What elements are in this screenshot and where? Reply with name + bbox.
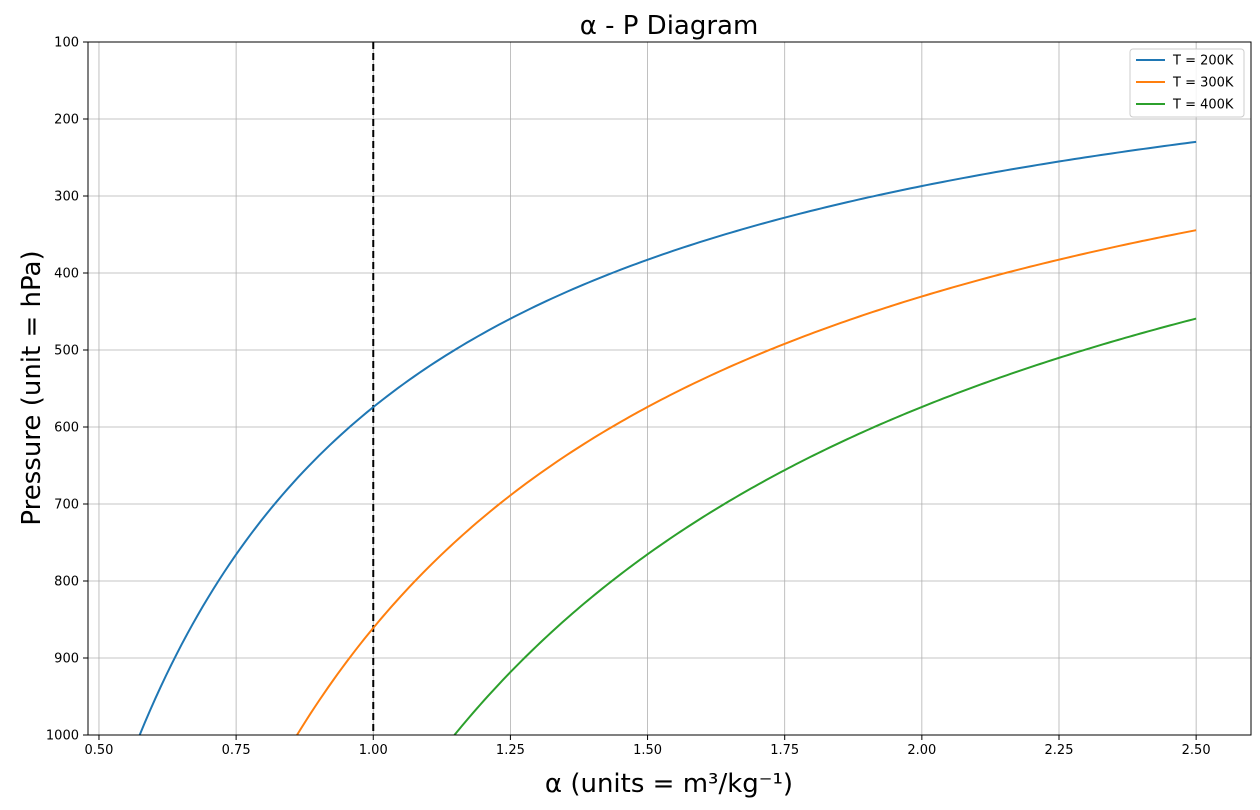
y-tick-label: 1000 <box>46 729 79 744</box>
y-tick-label: 800 <box>54 575 79 590</box>
x-tick-label: 0.75 <box>222 743 251 758</box>
x-tick-label: 0.50 <box>84 743 113 758</box>
x-tick-label: 2.25 <box>1045 743 1074 758</box>
y-tick-label: 300 <box>54 190 79 205</box>
x-axis-label: α (units = m³/kg⁻¹) <box>545 769 793 799</box>
y-tick-label: 700 <box>54 498 79 513</box>
plot-area <box>88 42 1251 735</box>
series-line-2 <box>296 229 1197 735</box>
y-tick-label: 500 <box>54 344 79 359</box>
legend-label: T = 200K <box>1172 54 1234 69</box>
y-tick-label: 400 <box>54 267 79 282</box>
x-tick-label: 2.00 <box>907 743 936 758</box>
x-tick-label: 1.25 <box>496 743 525 758</box>
chart-title: α - P Diagram <box>580 11 759 41</box>
legend-label: T = 400K <box>1172 98 1234 113</box>
x-tick-label: 1.50 <box>633 743 662 758</box>
y-tick-label: 200 <box>54 113 79 128</box>
series-group <box>138 140 1197 735</box>
axis-ticks: 0.50 0.75 1.00 1.25 1.50 1.75 2.00 2.25 2.50 100 2… <box>46 36 1211 759</box>
x-tick-label: 2.50 <box>1182 743 1211 758</box>
series-line-1 <box>138 140 1197 735</box>
series-line-3 <box>453 317 1197 735</box>
plot-frame <box>87 41 1252 736</box>
legend-box <box>1129 48 1245 118</box>
y-tick-label: 600 <box>54 421 79 436</box>
legend-label: T = 300K <box>1172 76 1234 91</box>
grid <box>88 41 1251 736</box>
y-axis-label: Pressure (unit = hPa) <box>17 250 47 525</box>
legend: T = 200K T = 300K T = 400K <box>1129 48 1245 118</box>
x-tick-label: 1.75 <box>770 743 799 758</box>
x-tick-label: 1.00 <box>359 743 388 758</box>
y-tick-label: 100 <box>54 36 79 51</box>
y-tick-label: 900 <box>54 652 79 667</box>
